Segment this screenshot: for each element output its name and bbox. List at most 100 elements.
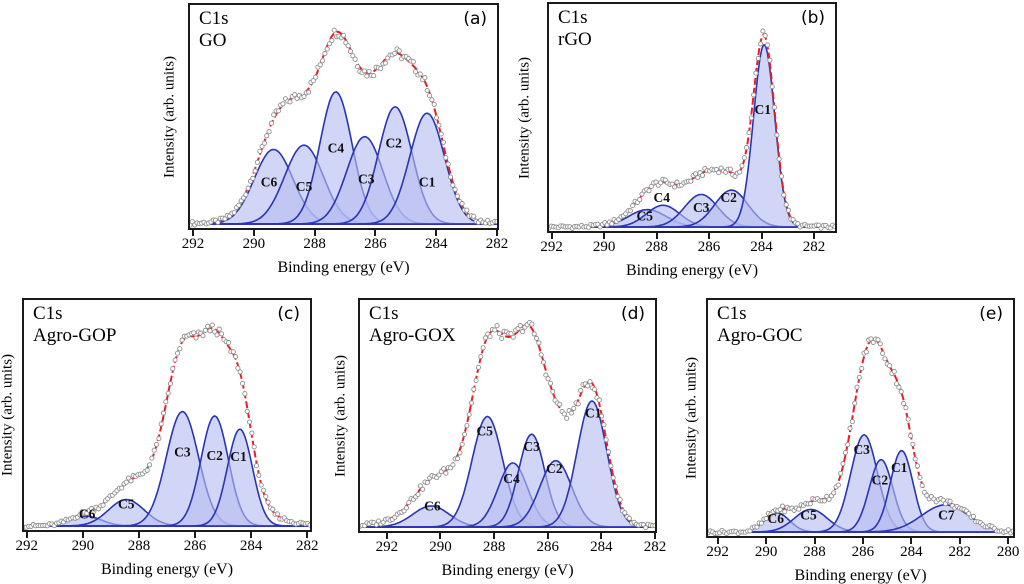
data-point [123, 479, 129, 485]
data-point [160, 410, 167, 416]
data-point [482, 335, 488, 341]
peak-label-C3: C3 [174, 445, 191, 460]
data-point [424, 87, 430, 94]
x-tick [861, 538, 864, 544]
data-point [235, 365, 241, 371]
data-point [875, 337, 881, 343]
x-tick-label: 288 [482, 539, 506, 555]
data-point [91, 508, 97, 514]
component-peak-C3 [24, 410, 310, 527]
data-point [630, 203, 636, 209]
data-point [622, 510, 628, 516]
data-point [271, 112, 277, 118]
data-point [603, 437, 609, 443]
x-tick-label: 284 [750, 239, 773, 255]
data-point [329, 37, 335, 44]
data-point [403, 505, 410, 511]
x-tick [385, 533, 388, 539]
peak-label-C4: C4 [328, 141, 345, 156]
data-point [438, 131, 444, 137]
data-point [240, 380, 246, 387]
data-point [292, 92, 298, 98]
data-point [777, 506, 783, 512]
panel-title-block: C1s Agro-GOC [717, 303, 803, 348]
data-point [306, 89, 312, 95]
x-tick-label: 288 [127, 538, 151, 554]
data-point [529, 321, 535, 327]
data-point [464, 423, 470, 429]
data-point [436, 472, 442, 478]
data-point [119, 485, 125, 491]
data-point [310, 78, 316, 84]
data-point [785, 207, 792, 213]
data-point [796, 506, 802, 512]
data-point [903, 405, 909, 411]
data-point [396, 48, 402, 54]
data-point [870, 339, 876, 345]
data-point [741, 155, 747, 161]
x-tick-label: 286 [183, 538, 207, 554]
data-point [646, 188, 652, 194]
panel-title-block: C1s Agro-GOP [33, 303, 116, 348]
data-point [410, 59, 416, 65]
x-tick-label: 286 [851, 544, 875, 560]
data-point [852, 400, 858, 406]
data-point [672, 184, 678, 190]
spectrum-plot: C6 C5 C4 C3 C2 C1 [190, 27, 497, 228]
y-axis-label: Intensity (arb. units) [332, 354, 349, 477]
data-point [331, 27, 337, 33]
x-tick-label: 288 [303, 236, 326, 252]
data-point [924, 492, 930, 498]
data-point [494, 323, 500, 329]
data-point [245, 185, 251, 191]
data-point [856, 374, 862, 380]
data-point [905, 416, 911, 422]
data-point [908, 433, 914, 439]
data-point [243, 192, 249, 198]
plot-frame: C6 C5 C3 C2 C1 C7 C1s Agro-GOC (e) [706, 298, 1015, 538]
data-point [249, 430, 255, 436]
data-point [459, 201, 465, 207]
peak-label-C3: C3 [523, 439, 540, 454]
data-point [840, 461, 846, 467]
data-point [275, 108, 281, 114]
data-point [849, 419, 855, 425]
x-axis-title: Binding energy (eV) [441, 562, 574, 579]
data-point [165, 390, 171, 396]
data-point [845, 442, 851, 448]
x-tick [493, 533, 496, 539]
x-tick [250, 532, 253, 538]
data-point [760, 28, 766, 34]
data-point [910, 441, 916, 447]
data-point [782, 509, 788, 515]
data-point [222, 216, 228, 222]
data-point [415, 491, 421, 498]
data-point [420, 486, 426, 492]
spectrum-title: C1s [199, 8, 229, 29]
data-point [880, 350, 886, 356]
data-point [179, 337, 185, 343]
peak-label-C4: C4 [654, 190, 671, 205]
data-point [317, 62, 323, 68]
data-point [431, 101, 437, 107]
data-point [158, 421, 164, 427]
data-point [575, 401, 581, 407]
data-point [427, 93, 433, 99]
x-tick [252, 230, 255, 236]
x-axis-title: Binding energy (eV) [625, 262, 759, 279]
peak-label-C1: C1 [419, 175, 436, 190]
data-point [831, 490, 837, 496]
y-axis-label: Intensity (arb. units) [516, 56, 533, 179]
data-point [417, 71, 423, 77]
panel-a: Intensity (arb. units) C6 C5 C4 C3 C2 C1 C1s … [162, 3, 508, 276]
peak-label-C5: C5 [296, 179, 313, 194]
x-tick-label: 284 [900, 544, 923, 560]
data-point [313, 74, 319, 80]
x-tick [600, 533, 603, 539]
data-point [550, 389, 556, 395]
data-point [894, 381, 900, 387]
data-point [648, 183, 654, 189]
data-point [443, 155, 449, 161]
x-axis-ticks: 292 290 288 286 284 282 [540, 233, 835, 263]
